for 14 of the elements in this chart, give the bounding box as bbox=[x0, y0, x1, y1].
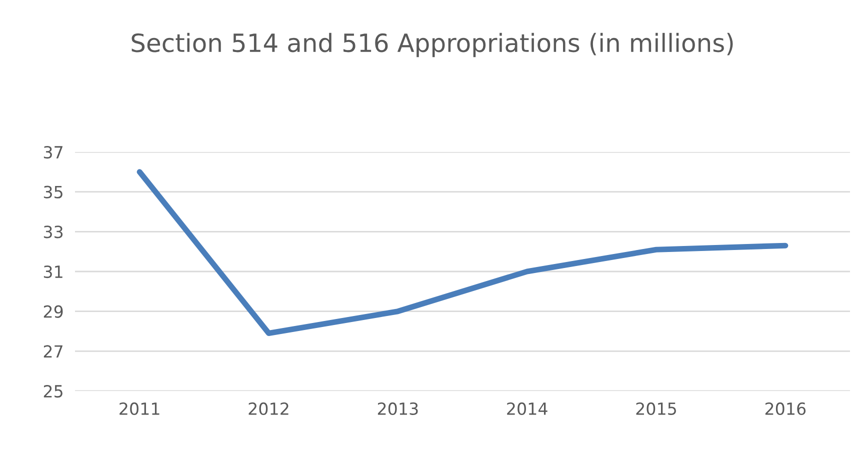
y-tick-label: 25 bbox=[44, 384, 62, 398]
x-tick-label: 2012 bbox=[248, 402, 288, 416]
y-tick-label: 27 bbox=[44, 345, 62, 358]
x-tick-label: 2011 bbox=[120, 402, 160, 416]
x-tick-label: 2016 bbox=[765, 402, 806, 416]
y-tick-label: 29 bbox=[44, 305, 63, 318]
y-tick-label: 35 bbox=[44, 186, 62, 198]
x-tick-label: 2015 bbox=[636, 402, 676, 416]
x-tick-label: 2013 bbox=[378, 402, 418, 416]
y-tick-label: 31 bbox=[44, 265, 62, 278]
y-tick-label: 37 bbox=[44, 146, 62, 159]
y-tick-label: 33 bbox=[44, 226, 63, 238]
x-tick-label: 2014 bbox=[507, 402, 548, 416]
chart-title: Section 514 and 516 Appropriations (in millions) bbox=[132, 32, 733, 58]
